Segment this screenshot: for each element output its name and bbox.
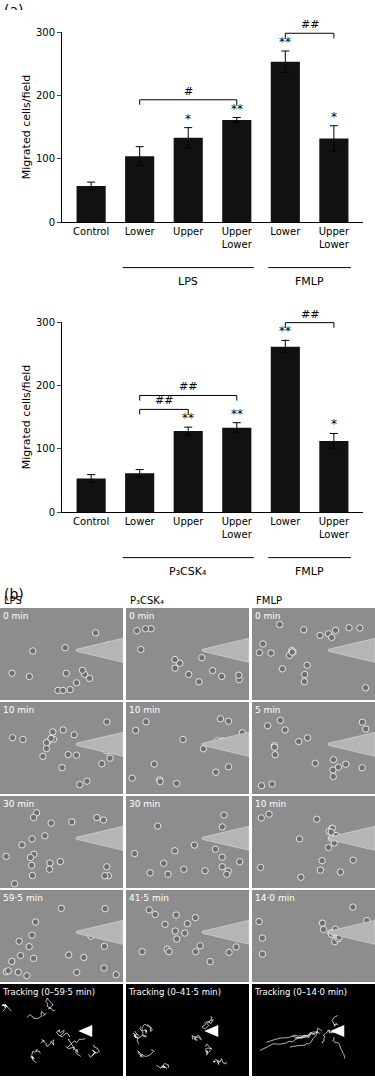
svg-text:Migrated cells/field: Migrated cells/field <box>20 365 33 469</box>
svg-text:*: * <box>331 417 337 431</box>
svg-text:10 min: 10 min <box>129 705 160 715</box>
svg-text:FMLP: FMLP <box>295 275 324 288</box>
svg-text:Lower: Lower <box>125 226 156 237</box>
svg-text:LPS: LPS <box>4 595 22 606</box>
svg-text:Tracking (0–14·0 min): Tracking (0–14·0 min) <box>254 987 347 997</box>
svg-text:200: 200 <box>36 90 55 101</box>
svg-text:Upper: Upper <box>173 226 204 237</box>
svg-text:Lower: Lower <box>125 516 156 527</box>
svg-text:UpperLower: UpperLower <box>222 516 253 540</box>
svg-text:Tracking (0–59·5 min): Tracking (0–59·5 min) <box>2 987 95 997</box>
svg-text:100: 100 <box>36 443 55 454</box>
svg-text:**: ** <box>182 411 194 425</box>
svg-text:59·5 min: 59·5 min <box>3 893 43 903</box>
svg-text:P₃CSK₄: P₃CSK₄ <box>130 595 164 606</box>
svg-text:FMLP: FMLP <box>295 565 324 578</box>
svg-text:0 min: 0 min <box>3 611 29 621</box>
svg-text:##: ## <box>155 394 173 407</box>
svg-text:**: ** <box>279 324 291 338</box>
svg-text:**: ** <box>231 102 243 116</box>
svg-text:FMLP: FMLP <box>256 595 282 606</box>
svg-text:UpperLower: UpperLower <box>319 226 350 250</box>
svg-text:Tracking (0–41·5 min): Tracking (0–41·5 min) <box>128 987 221 997</box>
svg-text:300: 300 <box>36 27 55 38</box>
svg-text:UpperLower: UpperLower <box>319 516 350 540</box>
svg-text:##: ## <box>301 308 319 321</box>
svg-text:0 min: 0 min <box>129 611 155 621</box>
svg-text:0: 0 <box>49 217 55 228</box>
svg-text:300: 300 <box>36 317 55 328</box>
svg-text:P₃CSK₄: P₃CSK₄ <box>169 565 207 578</box>
svg-text:14·0 min: 14·0 min <box>255 893 295 903</box>
svg-text:*: * <box>185 112 191 126</box>
svg-text:30 min: 30 min <box>129 799 160 809</box>
svg-text:LPS: LPS <box>178 275 198 288</box>
svg-text:10 min: 10 min <box>3 705 34 715</box>
svg-text:30 min: 30 min <box>3 799 34 809</box>
svg-text:##: ## <box>301 18 319 31</box>
svg-text:200: 200 <box>36 380 55 391</box>
svg-text:41·5 min: 41·5 min <box>129 893 169 903</box>
svg-text:0: 0 <box>49 507 55 518</box>
svg-text:100: 100 <box>36 153 55 164</box>
svg-text:**: ** <box>279 35 291 49</box>
svg-text:Lower: Lower <box>270 226 301 237</box>
svg-text:*: * <box>331 110 337 124</box>
svg-text:UpperLower: UpperLower <box>222 226 253 250</box>
svg-text:10 min: 10 min <box>255 799 286 809</box>
svg-text:Control: Control <box>73 516 109 527</box>
svg-text:Migrated cells/field: Migrated cells/field <box>20 75 33 179</box>
svg-text:Lower: Lower <box>270 516 301 527</box>
svg-text:Control: Control <box>73 226 109 237</box>
svg-text:0 min: 0 min <box>255 611 281 621</box>
svg-text:**: ** <box>231 407 243 421</box>
svg-text:#: # <box>184 85 193 98</box>
svg-text:Upper: Upper <box>173 516 204 527</box>
svg-text:##: ## <box>179 380 197 393</box>
svg-text:5 min: 5 min <box>255 705 281 715</box>
